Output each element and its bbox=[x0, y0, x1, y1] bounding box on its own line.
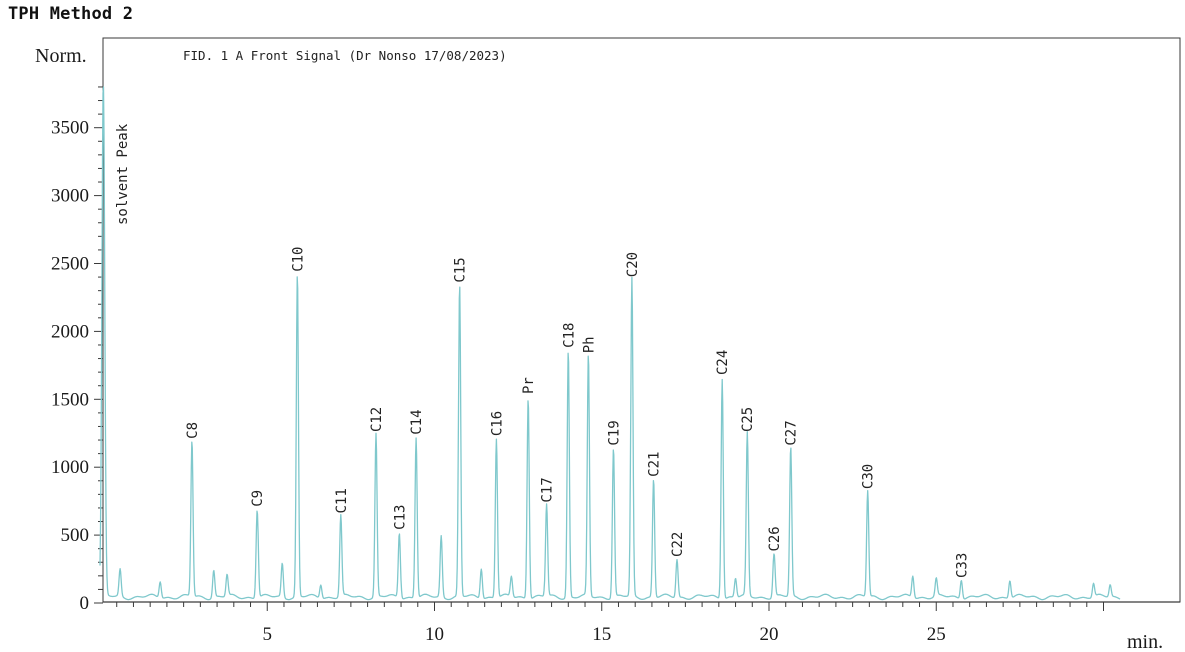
y-tick-label: 2000 bbox=[51, 321, 89, 342]
x-axis-unit-label: min. bbox=[1127, 631, 1163, 652]
y-tick-label: 3000 bbox=[51, 186, 89, 207]
signal-trace bbox=[99, 86, 1121, 601]
y-tick-label: 0 bbox=[80, 593, 90, 614]
peak-label: C18 bbox=[561, 323, 577, 348]
x-tick-label: 25 bbox=[927, 624, 946, 645]
peak-label: C20 bbox=[625, 252, 641, 277]
peak-label: C25 bbox=[740, 407, 756, 432]
peak-label: C13 bbox=[392, 505, 408, 530]
x-tick-label: 5 bbox=[263, 624, 273, 645]
peak-label: C21 bbox=[647, 452, 663, 477]
signal-label: FID. 1 A Front Signal (Dr Nonso 17/08/20… bbox=[183, 48, 507, 63]
y-tick-label: 3500 bbox=[51, 118, 89, 139]
peak-label: C17 bbox=[540, 477, 556, 502]
y-tick-label: 500 bbox=[61, 525, 90, 546]
x-tick-label: 15 bbox=[592, 624, 611, 645]
peak-label: C15 bbox=[453, 257, 469, 282]
peak-label: C14 bbox=[409, 409, 425, 434]
y-tick-label: 2500 bbox=[51, 254, 89, 275]
peak-label: Pr bbox=[521, 377, 537, 394]
signal-line bbox=[99, 86, 1121, 601]
x-tick-label: 20 bbox=[760, 624, 779, 645]
peak-label: C33 bbox=[954, 553, 970, 578]
peak-label: solvent Peak bbox=[115, 123, 131, 225]
plot-frame bbox=[102, 37, 1181, 603]
peak-label: C10 bbox=[290, 246, 306, 271]
peak-label: C8 bbox=[185, 422, 201, 439]
peak-label: C27 bbox=[784, 420, 800, 445]
peak-label: C24 bbox=[715, 350, 731, 375]
y-tick-label: 1500 bbox=[51, 389, 89, 410]
x-tick-label: 10 bbox=[425, 624, 444, 645]
peak-label: C19 bbox=[606, 420, 622, 445]
page-title: TPH Method 2 bbox=[8, 4, 134, 24]
peak-label: C26 bbox=[767, 526, 783, 551]
chart-axes: 0 500 1000 1500 2000 2500 3000 3500 5 10 15 20 25 bbox=[51, 37, 1181, 645]
y-tick-label: 1000 bbox=[51, 457, 89, 478]
peak-label: C11 bbox=[334, 488, 350, 513]
peak-label: Ph bbox=[581, 336, 597, 353]
peak-label: C22 bbox=[670, 532, 686, 557]
peak-labels: solvent Peak C8 C9 C10 C11 C12 C13 C14 C15 C16 Pr C… bbox=[115, 123, 970, 578]
peak-label: C9 bbox=[250, 490, 266, 507]
peak-label: C30 bbox=[861, 464, 877, 489]
y-axis-unit-label: Norm. bbox=[35, 45, 87, 67]
peak-label: C12 bbox=[369, 407, 385, 432]
peak-label: C16 bbox=[489, 411, 505, 436]
